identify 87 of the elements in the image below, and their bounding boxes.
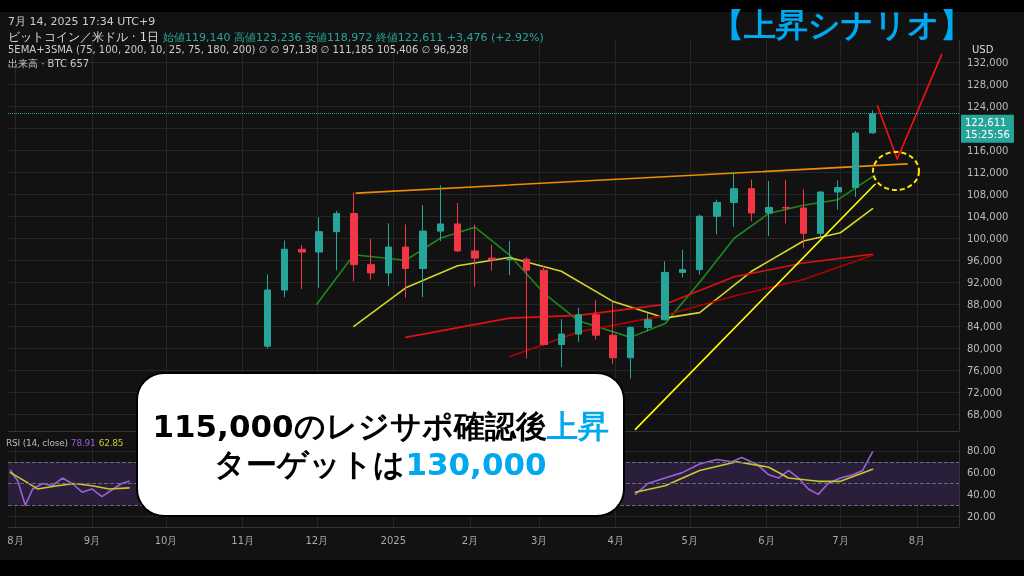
candlestick bbox=[367, 238, 375, 281]
candlestick bbox=[350, 192, 358, 282]
y-tick-label: 60.00 bbox=[967, 467, 996, 479]
candlestick bbox=[471, 223, 479, 288]
candlestick bbox=[558, 318, 565, 368]
candlestick bbox=[333, 210, 340, 271]
candlestick bbox=[575, 307, 582, 343]
y-tick-label: 112,000 bbox=[967, 166, 1009, 178]
candlestick bbox=[748, 178, 755, 222]
chart-subtitle: 7月 14, 2025 17:34 UTC+9 bbox=[8, 14, 156, 29]
y-tick-label: 104,000 bbox=[967, 210, 1009, 222]
candlestick bbox=[506, 240, 513, 276]
annotation: 始値119,140 高値123,236 安値118,972 終値122,611 +3,476 (+2.92%) bbox=[162, 31, 544, 44]
candlestick bbox=[696, 214, 703, 276]
candlestick bbox=[730, 171, 738, 228]
x-tick-label: 2025 bbox=[380, 534, 407, 546]
x-tick-label: 2月 bbox=[461, 534, 479, 546]
candlestick bbox=[713, 199, 721, 235]
candlestick bbox=[437, 184, 444, 242]
candlestick bbox=[402, 223, 409, 299]
y-tick-label: 76,000 bbox=[967, 364, 1002, 376]
y-tick-label: 108,000 bbox=[967, 188, 1009, 200]
annotation: 115,000のレジサポ確認後 bbox=[152, 407, 547, 444]
candlestick bbox=[264, 274, 271, 349]
candlestick bbox=[817, 190, 824, 238]
candlestick bbox=[523, 257, 530, 359]
y-tick-label: 72,000 bbox=[967, 386, 1002, 398]
y-tick-label: 100,000 bbox=[967, 232, 1009, 244]
y-tick-label: 92,000 bbox=[967, 276, 1002, 288]
annotation: 78.91 bbox=[70, 438, 96, 448]
candlestick bbox=[488, 244, 496, 272]
x-tick-label: 5月 bbox=[681, 534, 698, 546]
x-tick-label: 3月 bbox=[530, 534, 548, 546]
line-series bbox=[353, 207, 874, 328]
annotation: 5EMA+3SMA (75, 100, 200, 10, 25, 75, 180, 200) ∅ ∅ 97,138 ∅ 111,185 105,406 ∅ 96,928 bbox=[8, 44, 469, 55]
candlestick bbox=[644, 312, 652, 332]
y-tick-label: 80.00 bbox=[967, 445, 996, 457]
chart-title: RSI (14, close) bbox=[6, 438, 68, 448]
y-axis-title: USD bbox=[972, 44, 994, 55]
y-tick-label: 20.00 bbox=[967, 510, 996, 522]
y-tick-label: 116,000 bbox=[967, 144, 1009, 156]
candlestick bbox=[315, 216, 323, 289]
x-tick-label: 8月 bbox=[7, 534, 24, 546]
y-tick-label: 68,000 bbox=[967, 408, 1002, 420]
candlestick bbox=[852, 130, 859, 198]
candlestick bbox=[419, 204, 427, 298]
candlestick bbox=[592, 299, 600, 341]
candlestick bbox=[454, 202, 461, 253]
candlestick bbox=[385, 222, 392, 287]
annotation: 出来高 · BTC 657 bbox=[8, 57, 90, 71]
ref-line-label: 122,611 15:25:56 bbox=[965, 117, 1010, 141]
candlestick bbox=[782, 179, 790, 224]
candlestick bbox=[834, 179, 842, 211]
candlestick bbox=[765, 180, 773, 237]
y-tick-label: 124,000 bbox=[967, 100, 1009, 112]
candlestick bbox=[627, 325, 634, 380]
y-tick-label: 132,000 bbox=[967, 56, 1009, 68]
y-tick-label: 80,000 bbox=[967, 342, 1002, 354]
x-tick-label: 9月 bbox=[83, 534, 101, 546]
y-tick-label: 40.00 bbox=[967, 488, 996, 500]
candlestick bbox=[540, 265, 548, 347]
line-series bbox=[508, 254, 874, 358]
y-tick-label: 96,000 bbox=[967, 254, 1002, 266]
x-tick-label: 12月 bbox=[305, 534, 329, 546]
annotation: ターゲットは bbox=[214, 445, 406, 482]
x-tick-label: 6月 bbox=[758, 534, 775, 546]
candlestick bbox=[609, 301, 617, 365]
x-tick-label: 8月 bbox=[908, 534, 926, 546]
x-tick-label: 7月 bbox=[832, 534, 849, 546]
x-tick-label: 4月 bbox=[607, 534, 624, 546]
annotation: 上昇 bbox=[546, 407, 609, 444]
x-tick-label: 10月 bbox=[154, 534, 178, 546]
annotation: 62.85 bbox=[98, 438, 124, 448]
line-series bbox=[315, 175, 874, 339]
y-tick-label: 84,000 bbox=[967, 320, 1002, 332]
candlestick bbox=[298, 244, 306, 290]
chart-title: ビットコイン／米ドル · 1日 bbox=[8, 30, 160, 44]
annotation: 130,000 bbox=[405, 445, 547, 482]
y-tick-label: 128,000 bbox=[967, 78, 1009, 90]
candlestick bbox=[661, 260, 669, 321]
annotation: 【上昇シナリオ】 bbox=[712, 5, 972, 46]
y-tick-label: 88,000 bbox=[967, 298, 1002, 310]
line-series bbox=[404, 253, 874, 339]
candlestick bbox=[679, 249, 686, 278]
candlestick bbox=[800, 188, 807, 249]
candlestick bbox=[281, 239, 288, 298]
x-tick-label: 11月 bbox=[231, 534, 255, 546]
